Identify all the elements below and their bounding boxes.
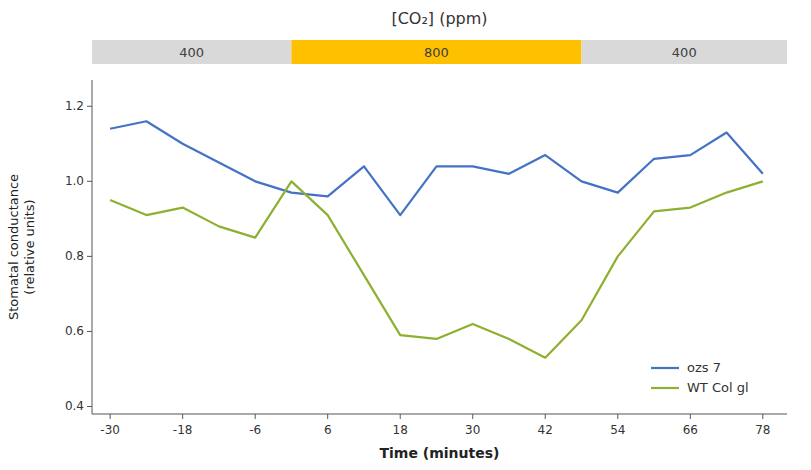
y-tick [87, 181, 92, 182]
y-axis-label: Stomatal conductance(relative units) [6, 174, 37, 320]
y-tick [87, 106, 92, 107]
x-axis-label: Time (minutes) [380, 445, 500, 461]
x-tick-label: 30 [465, 423, 480, 437]
co2-label: 800 [424, 45, 449, 60]
y-axis-label-line: Stomatal conductance [6, 174, 21, 320]
y-tick [87, 331, 92, 332]
x-tick-label: 78 [755, 423, 770, 437]
co2-label: 400 [179, 45, 204, 60]
x-tick-label: -6 [249, 423, 261, 437]
y-tick-label: 1.2 [65, 99, 84, 113]
x-tick-label: 42 [538, 423, 553, 437]
x-tick [255, 414, 256, 419]
x-tick [762, 414, 763, 419]
x-tick-label: 6 [324, 423, 332, 437]
x-tick [690, 414, 691, 419]
x-tick-label: 18 [393, 423, 408, 437]
x-tick [472, 414, 473, 419]
legend-label: ozs 7 [687, 360, 721, 375]
series-line [110, 121, 763, 215]
y-tick-label: 0.4 [65, 399, 84, 413]
y-tick [87, 406, 92, 407]
y-axis-label-line: (relative units) [22, 199, 37, 294]
background [0, 0, 811, 470]
x-tick [110, 414, 111, 419]
y-tick-label: 1.0 [65, 174, 84, 188]
plot-area [110, 121, 763, 357]
legend-swatch [651, 387, 679, 389]
y-tick-label: 0.6 [65, 324, 84, 338]
y-axis [92, 80, 93, 414]
legend-swatch [651, 367, 679, 369]
x-tick-label: 66 [683, 423, 698, 437]
legend-label: WT Col gl [687, 380, 749, 395]
x-tick [545, 414, 546, 419]
title: [CO₂] (ppm) [391, 9, 487, 28]
x-tick [400, 414, 401, 419]
chart: [CO₂] (ppm) 400 800 400 -30 -18 -6 6 18 30 42 54 66 7… [0, 0, 811, 470]
x-tick [182, 414, 183, 419]
legend: ozs 7 WT Col gl [651, 360, 749, 395]
y-tick-label: 0.8 [65, 249, 84, 263]
x-tick [617, 414, 618, 419]
x-tick-label: -30 [100, 423, 120, 437]
y-tick [87, 256, 92, 257]
x-tick-label: 54 [610, 423, 625, 437]
co2-band [582, 40, 787, 64]
x-axis [92, 414, 787, 415]
x-tick-label: -18 [173, 423, 193, 437]
x-tick [327, 414, 328, 419]
co2-band [291, 40, 581, 64]
series-line [110, 181, 763, 357]
co2-label: 400 [672, 45, 697, 60]
co2-band [92, 40, 291, 64]
